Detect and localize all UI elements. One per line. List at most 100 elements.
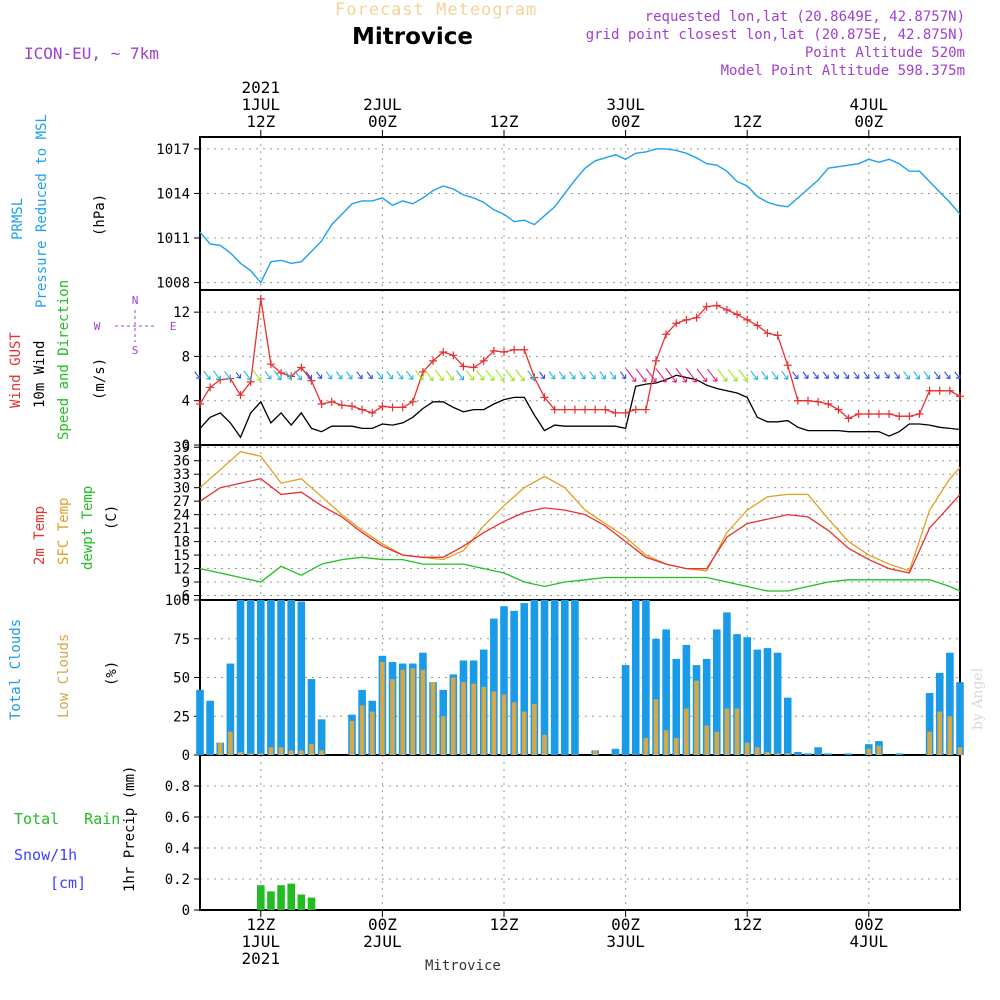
wind-arrow [923,371,931,380]
total-cloud-bar [307,679,316,755]
gust-marker [206,383,215,392]
total-cloud-bar [763,648,772,755]
low-cloud-bar [684,708,689,755]
wind-arrow [954,371,961,380]
wind-arrow [802,371,809,380]
compass-rose [115,310,155,342]
total-cloud-bar [682,644,691,755]
wind-arrow [792,371,799,380]
wind-arrow [396,371,404,380]
low-cloud-bar [299,750,304,755]
bottom-axis-label: 1JUL [242,932,281,951]
gust-marker [348,402,356,411]
low-cloud-bar [714,731,720,755]
wind-arrow [424,369,434,382]
total-cloud-bar [540,600,549,755]
gust-marker [439,348,448,356]
low-cloud-bar [673,737,679,755]
gust-marker [196,400,204,409]
total-cloud-bar [267,600,275,755]
wind-arrow [771,370,779,380]
bottom-axis-label: 2021 [242,949,281,968]
low-cloud-bar [755,747,760,755]
gust-marker [682,315,691,324]
t2m-label: 2m Temp [32,505,48,565]
wind-arrow [335,371,343,380]
total-cloud-bar [733,634,741,755]
total-cloud-bar [631,600,640,755]
ytick-label-temperature: 15 [173,548,190,564]
wind-arrow [812,371,819,380]
gust-marker [560,405,569,414]
wind-arrow [285,371,292,380]
low-clouds-label: Low Clouds [56,633,72,718]
ytick-label-temperature: 21 [173,521,190,537]
low-cloud-bar [309,744,314,755]
ytick-label-precip: 0.2 [165,872,190,888]
temp-unit: (C) [104,504,120,530]
wind-arrow [515,369,525,382]
gust-marker [702,302,711,311]
ytick-label-wind: 8 [182,349,190,365]
wind-arrow [696,368,708,383]
total-cloud-bar [702,658,711,755]
wind-arrow [853,371,860,380]
gust-marker [895,412,904,421]
wind-arrow [445,369,454,381]
gust-marker [743,315,752,324]
gust-marker [793,396,802,405]
gust-marker [378,402,387,411]
low-cloud-bar [471,683,476,755]
gust-marker [550,405,559,414]
wind-arrow [376,371,383,380]
top-axis-label: 12Z [733,112,762,131]
product-title: Forecast Meteogram [335,0,538,20]
gust-marker [925,386,934,395]
gust-marker [520,345,529,354]
top-axis-label: 00Z [368,112,397,131]
low-cloud-bar [349,720,355,755]
total-cloud-bar [642,600,650,755]
wind-arrow [781,370,789,380]
top-axis-label: 12Z [246,112,275,131]
bottom-axis-label: 00Z [611,915,640,934]
low-cloud-bar [542,734,547,755]
ytick-label-temperature: 9 [182,575,190,591]
wind-arrow [625,368,637,383]
compass-n: N [132,294,139,307]
wind-arrow [619,371,627,380]
gust-marker [540,393,549,402]
gust-marker [591,405,600,414]
wind-arrow [635,368,647,383]
low-cloud-bar [451,677,456,755]
low-cloud-bar [380,662,385,755]
wind-arrow [944,371,951,380]
ytick-label-wind: 0 [182,438,190,454]
wind-arrow [415,370,424,381]
wind-arrow [235,371,242,379]
wind-arrow [675,367,687,383]
wind-arrow [873,371,880,380]
wind-arrow [386,371,394,380]
gust-marker [722,305,731,314]
total-cloud-bar [571,600,579,755]
wind-arrow [366,371,373,380]
requested-coords: requested lon,lat (20.8649E, 42.8757N) [644,9,965,25]
grid-point-coords: grid point closest lon,lat (20.875E, 42.… [585,27,965,43]
gust-marker [945,386,954,395]
gust-marker [611,408,620,417]
total-cloud-bar [490,618,498,755]
gust-marker [358,405,367,414]
clouds-unit: (%) [104,660,120,686]
low-cloud-bar [785,753,791,755]
wind-arrow [645,368,657,383]
total-cloud-bar [297,601,306,755]
wind-arrow [485,369,495,381]
wind-arrow [884,371,890,379]
total-cloud-bar [236,600,245,755]
dewpt-line [199,556,961,592]
low-cloud-bar [491,691,497,755]
wind-arrow [252,369,262,382]
low-cloud-bar [461,682,466,755]
sfc-temp-label: SFC Temp [56,497,72,565]
